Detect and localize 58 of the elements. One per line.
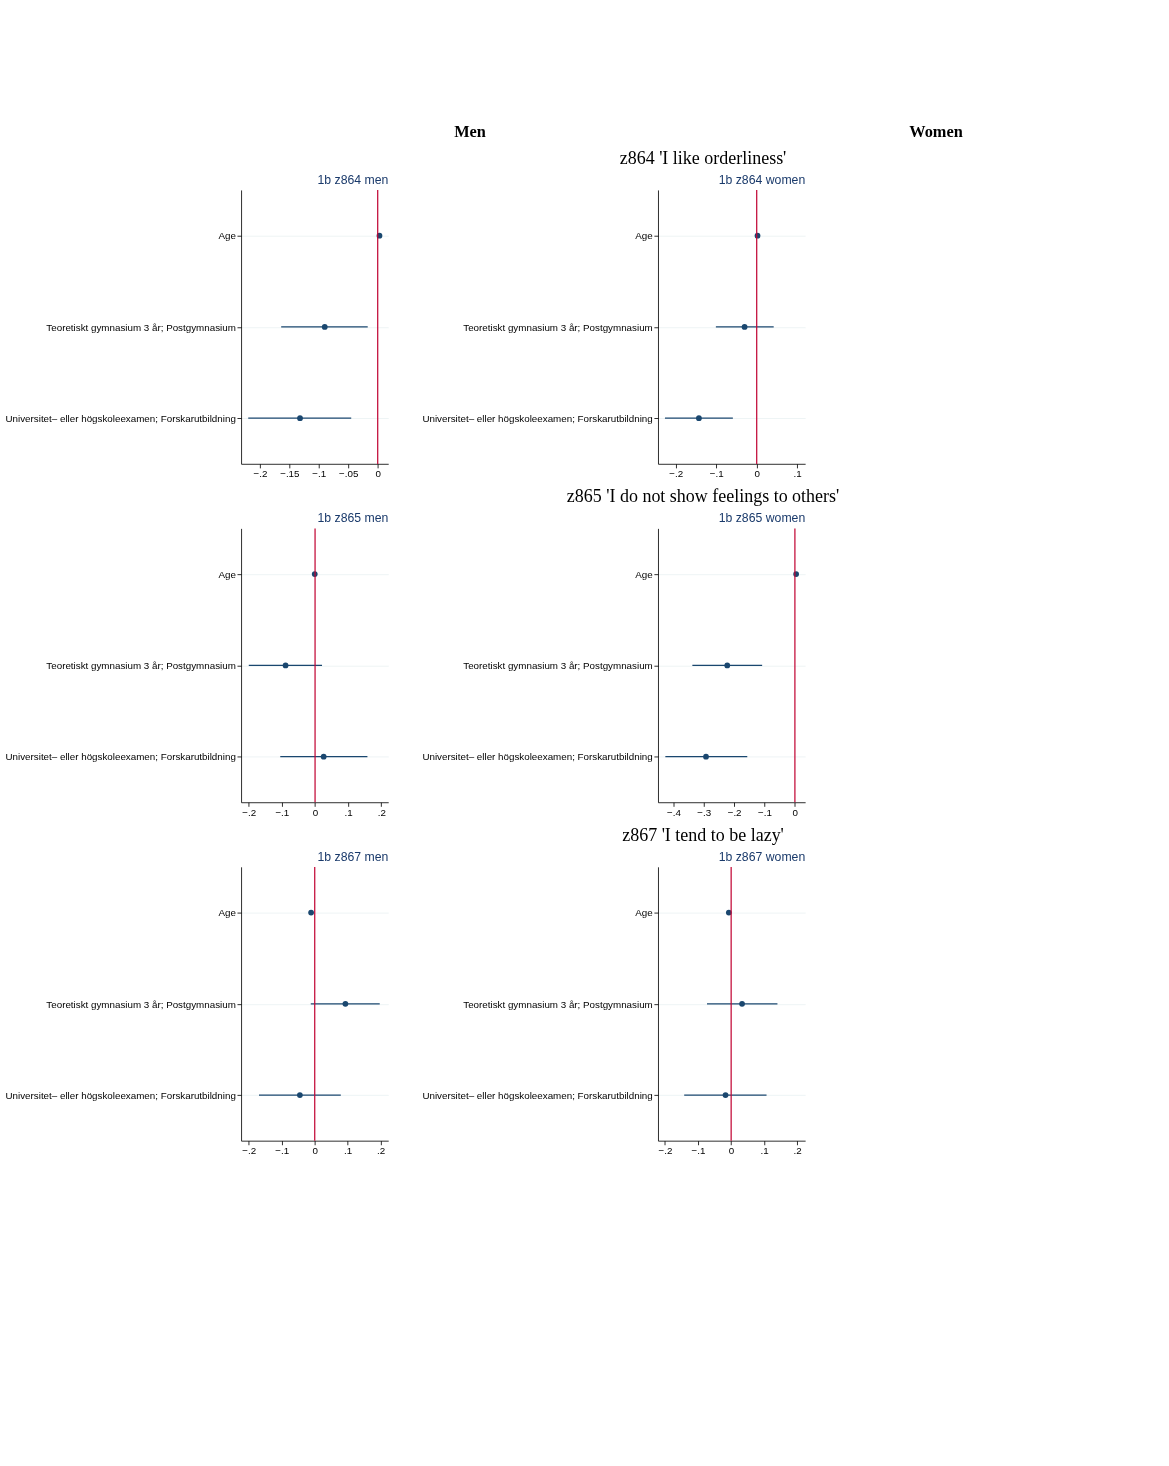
x-tick-label: −.2 [253,468,268,480]
y-tick-label: Age [218,907,237,919]
y-tick-label: Teoretiskt gymnasium 3 år; Postgymnasium [463,660,653,672]
x-tick-label: .1 [344,806,353,818]
x-tick-label: −.2 [658,1145,673,1157]
x-tick-label: −.3 [697,806,712,818]
y-tick-label: Age [635,907,654,919]
x-tick-label: −.4 [667,806,682,818]
x-tick-label: −.1 [709,468,724,480]
y-tick-label: Teoretiskt gymnasium 3 år; Postgymnasium [46,660,236,672]
x-tick-label: −.2 [242,1145,257,1157]
x-tick-label: .1 [760,1145,769,1157]
text: Men [454,121,486,141]
y-tick-label: Universitet– eller högskoleexamen; Forskarutbildning [5,412,236,424]
x-tick-label: 0 [792,806,799,818]
y-tick-label: Universitet– eller högskoleexamen; Forskarutbildning [422,1089,653,1101]
x-tick-label: .1 [793,468,802,480]
text: z867 'I tend to be lazy' [622,824,784,845]
y-tick-label: Universitet– eller högskoleexamen; Forskarutbildning [5,1089,236,1101]
x-tick-label: .2 [793,1145,802,1157]
y-tick-label: Teoretiskt gymnasium 3 år; Postgymnasium [463,998,653,1010]
chart-title: 1b z864 men [317,172,389,187]
y-tick-label: Universitet– eller högskoleexamen; Forskarutbildning [5,751,236,763]
y-tick-label: Age [218,230,237,242]
y-tick-label: Age [635,230,654,242]
x-tick-label: 0 [312,806,319,818]
x-tick-label: −.05 [339,468,359,480]
x-tick-label: −.2 [669,468,684,480]
x-tick-label: −.1 [691,1145,706,1157]
x-tick-label: −.1 [758,806,772,818]
chart-title: 1b z864 women [718,172,806,187]
x-tick-label: −.1 [275,1145,290,1157]
x-tick-label: −.1 [312,468,327,480]
chart-title: 1b z865 men [317,511,389,526]
x-tick-label: −.1 [275,806,290,818]
x-tick-label: .2 [377,806,386,818]
x-tick-label: −.2 [727,806,742,818]
x-tick-label: 0 [312,1145,319,1157]
x-tick-label: 0 [728,1145,735,1157]
x-tick-label: 0 [375,468,382,480]
y-tick-label: Universitet– eller högskoleexamen; Forskarutbildning [422,751,653,763]
x-tick-label: 0 [754,468,761,480]
chart-title: 1b z867 women [718,849,806,864]
y-tick-label: Universitet– eller högskoleexamen; Forskarutbildning [422,412,653,424]
y-tick-label: Teoretiskt gymnasium 3 år; Postgymnasium [46,321,236,333]
chart-title: 1b z865 women [718,511,806,526]
y-tick-label: Age [635,568,654,580]
x-tick-label: .2 [377,1145,386,1157]
x-tick-label: −.15 [280,468,301,480]
text: z864 'I like orderliness' [619,147,787,168]
text: z865 'I do not show feelings to others' [566,486,840,507]
y-tick-label: Teoretiskt gymnasium 3 år; Postgymnasium [463,321,653,333]
y-tick-label: Age [218,568,237,580]
chart-title: 1b z867 men [317,849,389,864]
x-tick-label: .1 [344,1145,353,1157]
text: Women [909,121,963,141]
y-tick-label: Teoretiskt gymnasium 3 år; Postgymnasium [46,998,236,1010]
x-tick-label: −.2 [242,806,257,818]
